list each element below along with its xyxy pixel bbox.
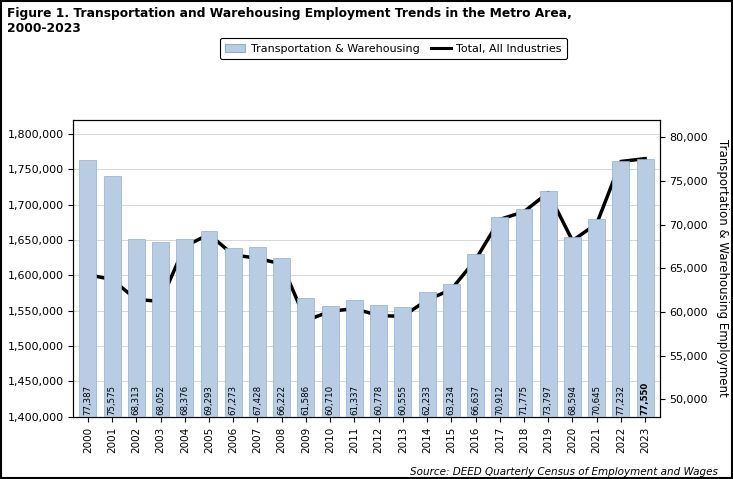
Text: 63,234: 63,234: [447, 385, 456, 415]
Bar: [249, 247, 266, 479]
Text: 73,797: 73,797: [544, 385, 553, 415]
Bar: [346, 300, 363, 479]
Text: 71,775: 71,775: [520, 385, 528, 415]
Text: 66,222: 66,222: [277, 385, 286, 415]
Bar: [152, 241, 169, 479]
Bar: [491, 217, 508, 479]
Bar: [419, 292, 435, 479]
Bar: [370, 305, 387, 479]
Text: 70,645: 70,645: [592, 385, 601, 415]
Bar: [394, 307, 411, 479]
Text: 60,710: 60,710: [325, 385, 335, 415]
Text: 77,387: 77,387: [84, 385, 92, 415]
Bar: [443, 284, 460, 479]
Bar: [298, 298, 314, 479]
Text: 61,586: 61,586: [301, 385, 310, 415]
Text: Source: DEED Quarterly Census of Employment and Wages: Source: DEED Quarterly Census of Employm…: [410, 467, 718, 477]
Bar: [613, 161, 630, 479]
Legend: Transportation & Warehousing, Total, All Industries: Transportation & Warehousing, Total, All…: [220, 38, 567, 59]
Text: Figure 1. Transportation and Warehousing Employment Trends in the Metro Area,: Figure 1. Transportation and Warehousing…: [7, 7, 572, 20]
Text: 77,550: 77,550: [641, 382, 649, 415]
Text: 67,428: 67,428: [253, 385, 262, 415]
Bar: [515, 209, 532, 479]
Text: 66,637: 66,637: [471, 385, 480, 415]
Bar: [588, 219, 605, 479]
Bar: [128, 240, 145, 479]
Text: 69,293: 69,293: [205, 385, 213, 415]
Text: 77,232: 77,232: [616, 385, 625, 415]
Bar: [467, 254, 484, 479]
Text: 60,778: 60,778: [374, 385, 383, 415]
Text: 67,273: 67,273: [229, 385, 237, 415]
Bar: [225, 249, 242, 479]
Bar: [79, 160, 96, 479]
Bar: [637, 159, 654, 479]
Bar: [201, 231, 218, 479]
Text: 75,575: 75,575: [108, 385, 117, 415]
Text: 68,313: 68,313: [132, 385, 141, 415]
Text: 2000-2023: 2000-2023: [7, 22, 81, 34]
Bar: [539, 192, 557, 479]
Text: 68,594: 68,594: [568, 385, 577, 415]
Text: 61,337: 61,337: [350, 385, 359, 415]
Y-axis label: Total, All Industries Employment: Total, All Industries Employment: [0, 173, 2, 364]
Text: 68,376: 68,376: [180, 385, 189, 415]
Bar: [322, 306, 339, 479]
Bar: [564, 237, 581, 479]
Bar: [273, 258, 290, 479]
Text: 68,052: 68,052: [156, 385, 165, 415]
Bar: [103, 176, 120, 479]
Text: 62,233: 62,233: [423, 385, 432, 415]
Text: 70,912: 70,912: [496, 385, 504, 415]
Bar: [176, 239, 194, 479]
Y-axis label: Transportation & Warehousing Employment: Transportation & Warehousing Employment: [716, 139, 729, 397]
Text: 60,555: 60,555: [398, 385, 408, 415]
